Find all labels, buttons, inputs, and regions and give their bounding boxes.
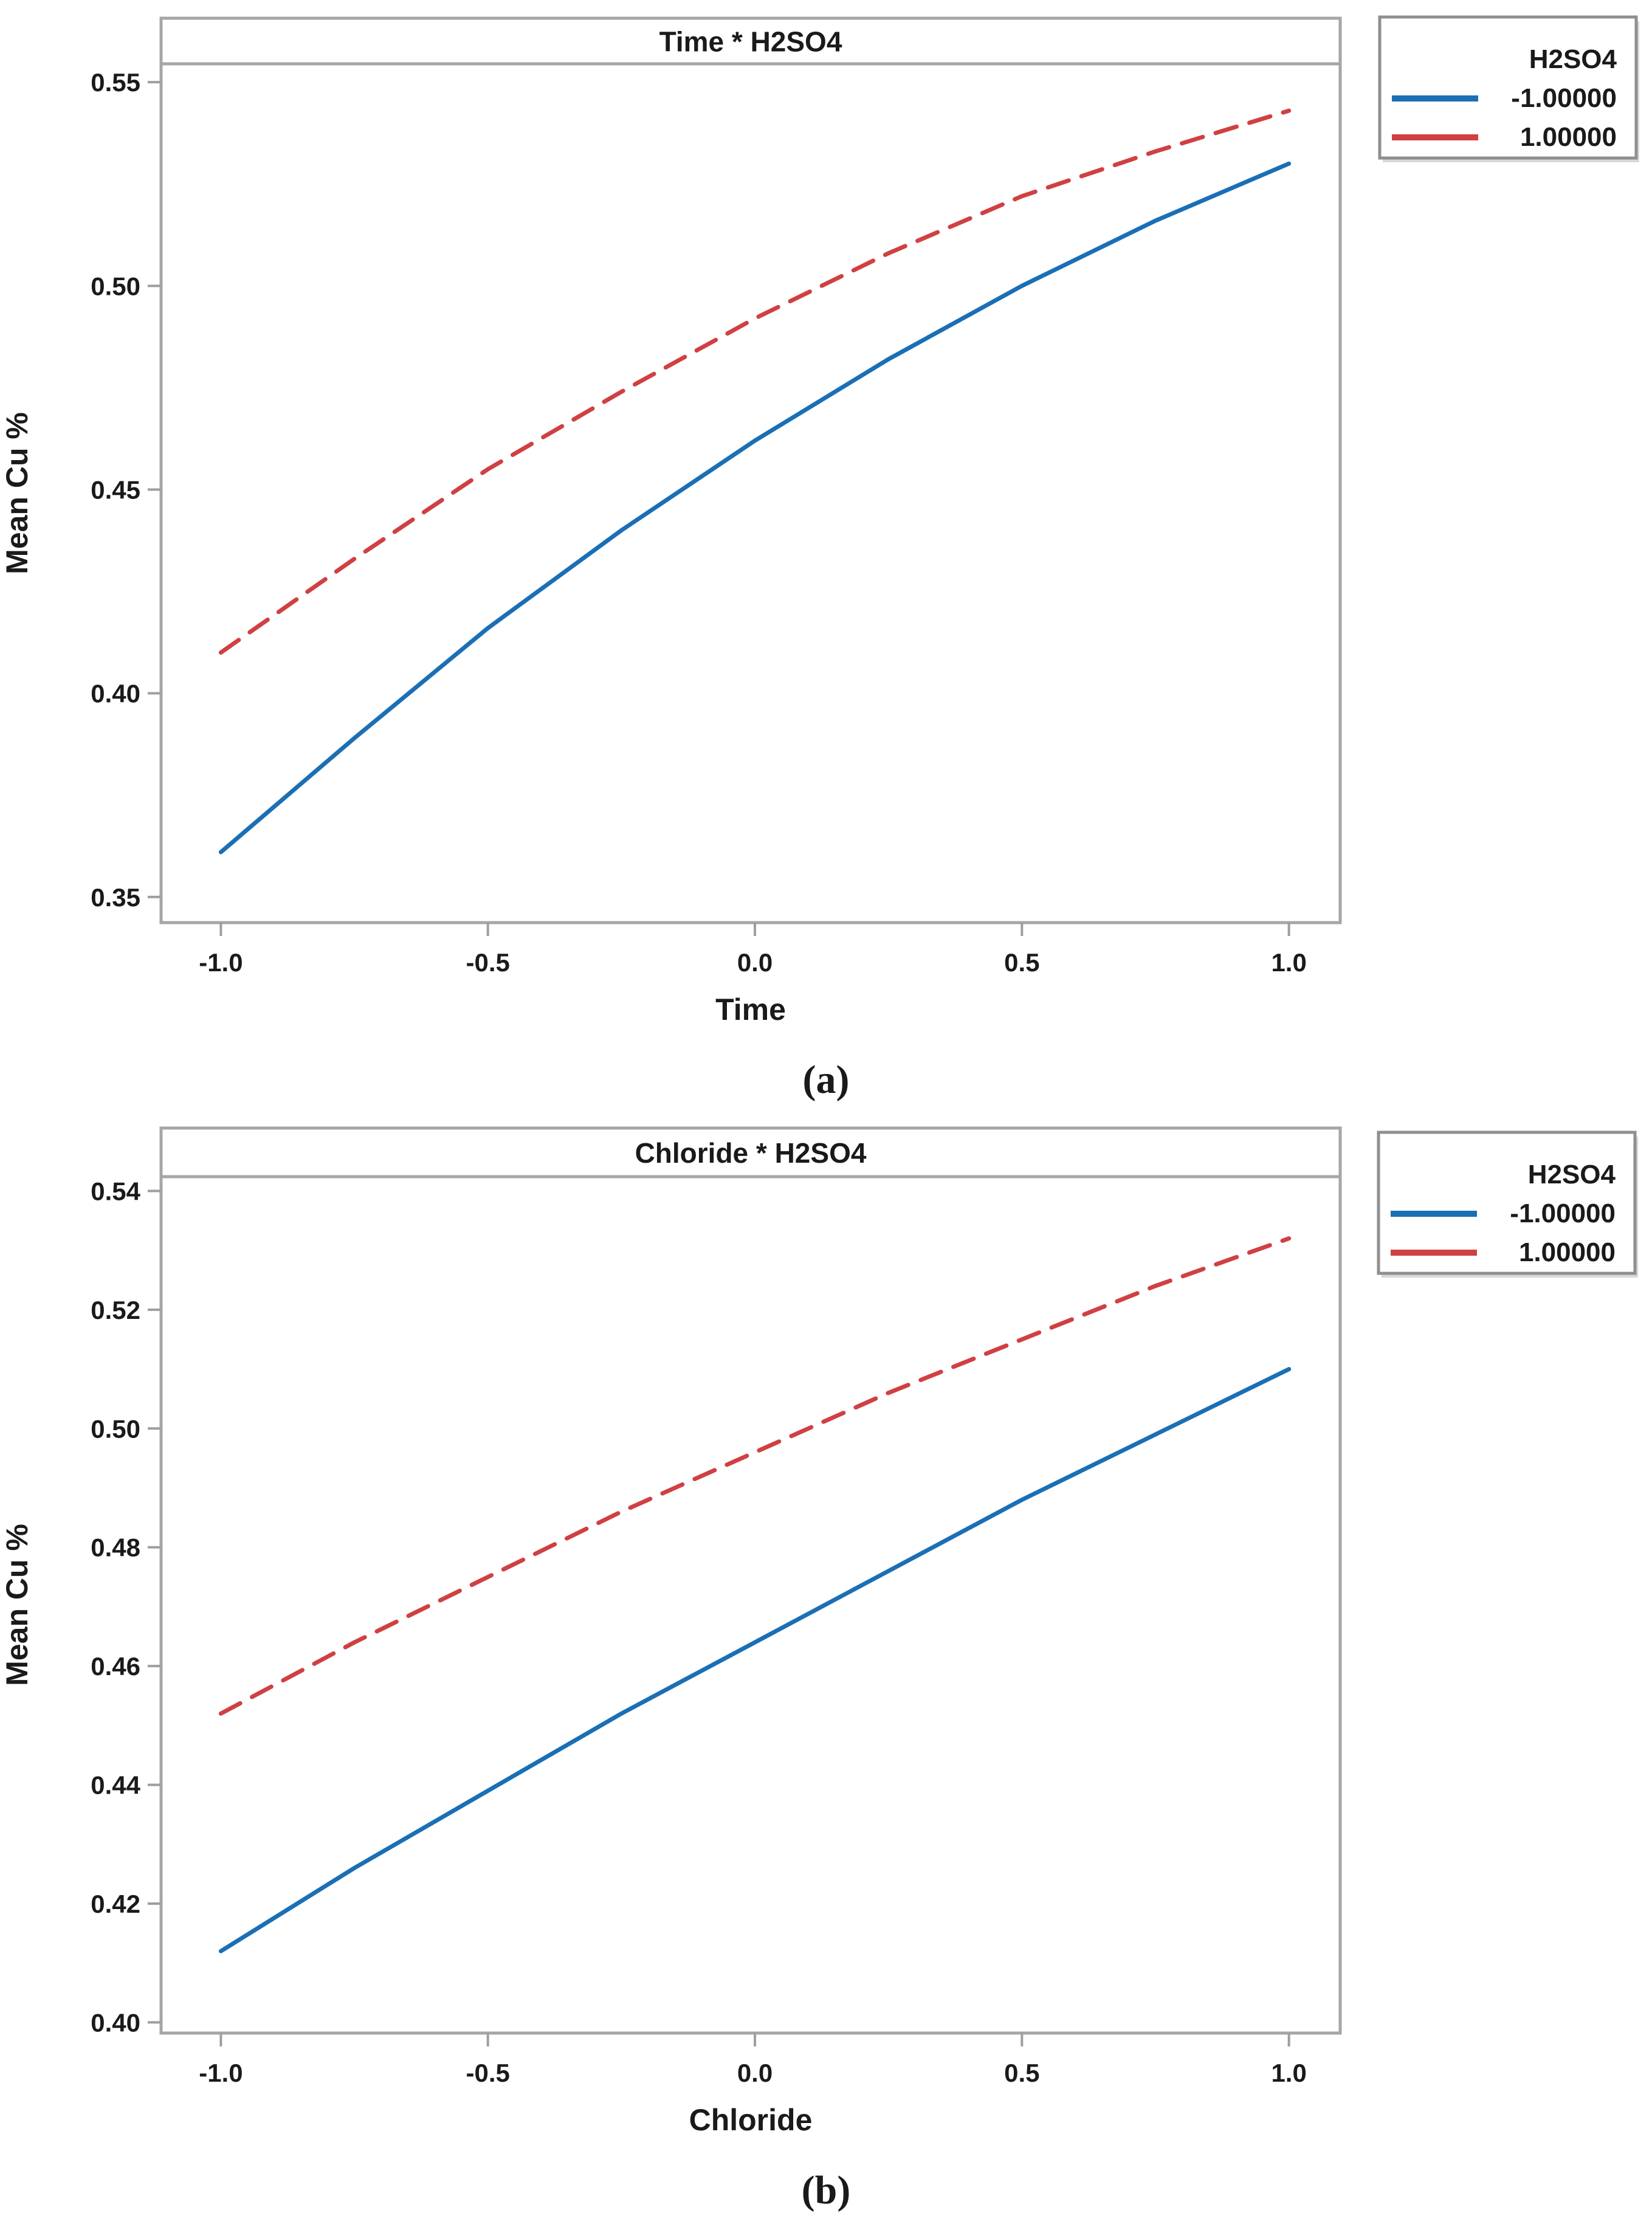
y-tick-label: 0.44: [91, 1771, 140, 1800]
x-tick-label: -0.5: [466, 948, 510, 977]
x-axis-label: Time: [715, 993, 786, 1027]
interaction-plot-time-h2so4: Time * H2SO4 0.55 0.50 0.45 0.40 0.35 -1.0 -0.5…: [0, 15, 1639, 1102]
y-axis-label: Mean Cu %: [0, 1524, 34, 1686]
series-line-low-h2so4: [218, 161, 1292, 855]
y-tick-label: 0.40: [91, 2008, 140, 2037]
x-tick-label: -1.0: [199, 948, 243, 977]
series-line-high-h2so4: [218, 108, 1292, 655]
y-tick-label: 0.52: [91, 1296, 140, 1324]
y-tick-label: 0.46: [91, 1652, 140, 1681]
y-tick-label: 0.54: [91, 1177, 140, 1205]
chart-b-title: Chloride * H2SO4: [635, 1137, 867, 1169]
legend-entry-label: 1.00000: [1520, 122, 1617, 152]
y-axis-label: Mean Cu %: [0, 412, 34, 574]
x-tick-label: -0.5: [466, 2059, 510, 2087]
chart-a-title: Time * H2SO4: [659, 26, 842, 58]
y-tick-label: 0.35: [91, 883, 140, 912]
x-tick-label: 0.5: [1004, 948, 1039, 977]
y-tick-label: 0.50: [91, 272, 140, 300]
y-tick-label: 0.48: [91, 1533, 140, 1562]
y-tick-label: 0.55: [91, 68, 140, 97]
interaction-plot-chloride-h2so4: Chloride * H2SO4 0.54 0.52 0.50 0.48 0.46 0.44…: [0, 1126, 1638, 2212]
y-tick-label: 0.42: [91, 1890, 140, 1918]
legend-title: H2SO4: [1529, 44, 1617, 74]
x-tick-label: 0.5: [1004, 2059, 1039, 2087]
x-tick-label: 1.0: [1271, 948, 1306, 977]
chart-b-frame: [159, 1126, 1342, 2035]
subfigure-caption-a: (a): [803, 1058, 850, 1102]
x-axis-label: Chloride: [689, 2103, 813, 2137]
x-tick-label: 1.0: [1271, 2059, 1306, 2087]
chart-a-frame: [159, 16, 1342, 924]
x-tick-label: -1.0: [199, 2059, 243, 2087]
y-tick-label: 0.45: [91, 475, 140, 504]
series-line-low-h2so4: [218, 1367, 1292, 1953]
legend-entry-label: -1.00000: [1510, 1199, 1616, 1228]
legend-entry-label: 1.00000: [1519, 1237, 1616, 1267]
y-tick-label: 0.50: [91, 1414, 140, 1443]
x-tick-label: 0.0: [737, 948, 773, 977]
subfigure-caption-b: (b): [802, 2168, 851, 2212]
legend-entry-label: -1.00000: [1511, 83, 1617, 113]
legend-title: H2SO4: [1528, 1160, 1616, 1189]
y-tick-label: 0.40: [91, 680, 140, 708]
x-tick-label: 0.0: [737, 2059, 773, 2087]
